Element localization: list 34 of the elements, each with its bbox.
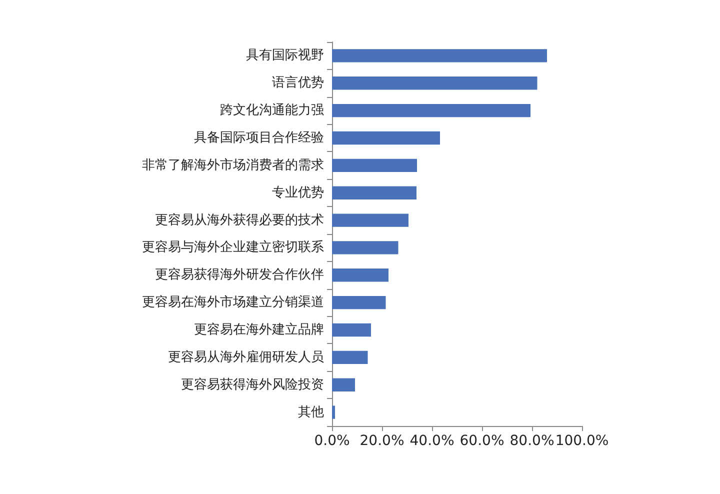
bar: [332, 158, 417, 172]
x-tick-label: 40.0%: [410, 433, 454, 449]
x-tick-label: 100.0%: [555, 433, 609, 449]
bar: [332, 350, 368, 364]
y-tick-label: 跨文化沟通能力强: [220, 103, 324, 118]
y-tick-label: 更容易在海外建立品牌: [194, 322, 324, 338]
bar: [332, 76, 538, 90]
bar: [332, 241, 398, 254]
y-tick-label: 具备国际项目合作经验: [194, 130, 324, 146]
y-tick-label: 更容易与海外企业建立密切联系: [142, 239, 324, 256]
x-tick-label: 0.0%: [314, 433, 350, 449]
bar: [332, 378, 355, 392]
y-tick-label: 更容易在海外市场建立分销渠道: [142, 294, 324, 310]
y-tick-label: 非常了解海外市场消费者的需求: [142, 158, 324, 173]
y-tick-label: 更容易从海外雇佣研发人员: [168, 348, 324, 365]
x-tick-label: 80.0%: [510, 433, 554, 449]
x-tick-label: 20.0%: [360, 433, 404, 449]
bar: [332, 104, 530, 118]
bar: [332, 323, 371, 337]
y-tick-label: 更容易获得海外风险投资: [181, 376, 324, 392]
bar: [332, 49, 547, 62]
x-tick-label: 60.0%: [460, 433, 504, 449]
y-tick-label: 语言优势: [272, 74, 324, 91]
y-tick-label: 其他: [298, 404, 324, 420]
bar: [332, 214, 408, 227]
y-tick-label: 更容易获得海外研发合作伙伴: [155, 266, 324, 283]
bar: [332, 296, 386, 310]
y-tick-label: 更容易从海外获得必要的技术: [155, 212, 324, 228]
bar: [332, 268, 388, 282]
y-tick-label: 具有国际视野: [246, 48, 324, 64]
bar: [332, 186, 416, 200]
bar: [332, 406, 335, 419]
y-tick-label: 专业优势: [272, 185, 324, 200]
bar: [332, 131, 440, 145]
